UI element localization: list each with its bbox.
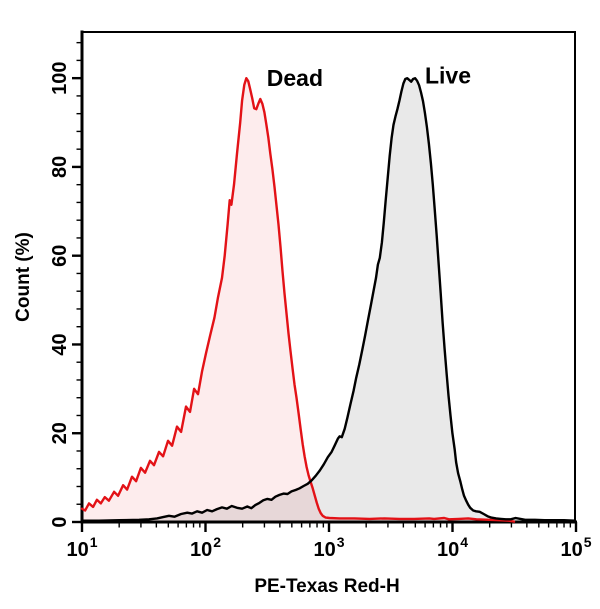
x-tick-label: 105 — [560, 534, 591, 561]
annotation-live: Live — [425, 63, 471, 89]
y-axis-label: Count (%) — [13, 232, 34, 322]
annotation-dead: Dead — [267, 65, 323, 91]
series-lines — [80, 77, 577, 523]
x-tick-label: 103 — [313, 534, 344, 561]
y-tick-label: 40 — [49, 333, 71, 355]
plot-border — [82, 31, 576, 522]
series-live-line — [80, 77, 577, 522]
x-axis-label: PE-Texas Red-H — [254, 576, 399, 597]
y-tick-label: 100 — [49, 61, 71, 94]
axes: 0 20 40 60 80 100 101 102 103 104 105 PE-Texas Red-… — [13, 30, 592, 597]
x-tick-label: 104 — [437, 534, 468, 561]
y-tick-label: 60 — [49, 245, 71, 267]
series-areas — [82, 78, 575, 522]
x-tick-label: 102 — [190, 534, 221, 561]
series-dead-line — [80, 77, 516, 523]
x-tick-label: 101 — [66, 534, 97, 561]
axis-lines — [80, 30, 577, 524]
y-tick-label: 20 — [49, 422, 71, 444]
y-tick-label: 80 — [49, 156, 71, 178]
y-tick-label: 0 — [49, 516, 71, 527]
series-dead-area — [82, 78, 514, 522]
